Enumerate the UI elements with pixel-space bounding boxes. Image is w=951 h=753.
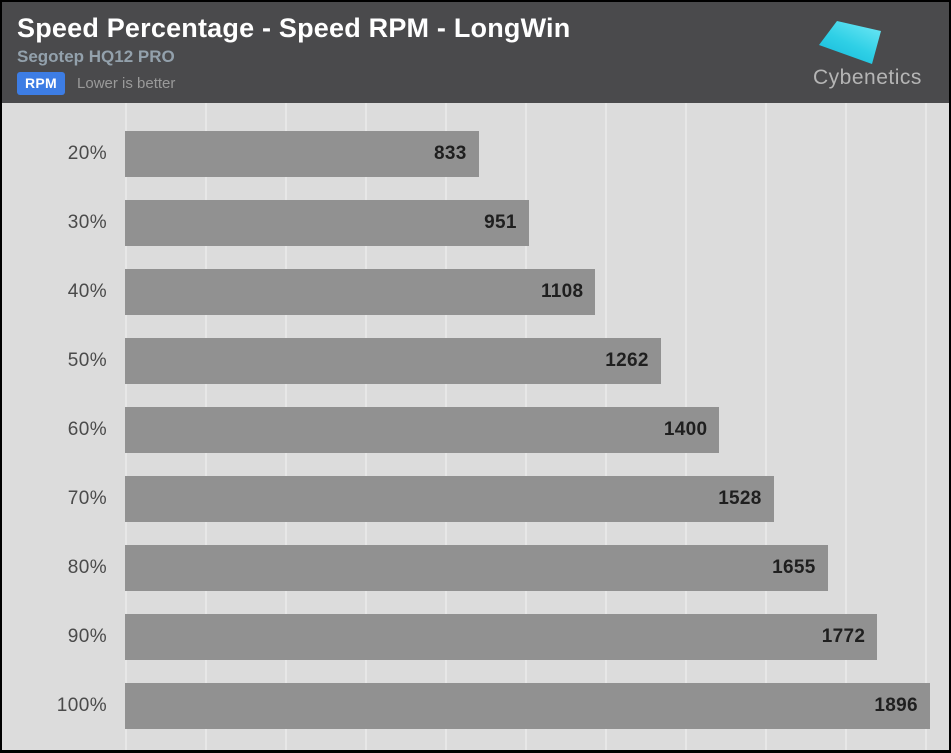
value-label: 1896 bbox=[874, 695, 918, 716]
value-label: 1108 bbox=[540, 281, 584, 302]
bar-chart: 20% 833 30% 951 40% 1108 50% 1262 60% 1400 70% 1528… bbox=[2, 103, 949, 750]
cybenetics-logo-text: Cybenetics bbox=[813, 66, 922, 89]
value-label: 1262 bbox=[605, 350, 649, 371]
chart-row: 40% 1108 bbox=[2, 269, 949, 338]
category-label: 100% bbox=[56, 695, 107, 716]
bar-track: 1655 bbox=[125, 545, 949, 591]
bar-track: 833 bbox=[125, 131, 949, 177]
category-label: 30% bbox=[67, 212, 107, 233]
bar: 1896 bbox=[125, 683, 930, 729]
bar-track: 1772 bbox=[125, 614, 949, 660]
bar: 951 bbox=[125, 200, 529, 246]
bar-track: 1262 bbox=[125, 338, 949, 384]
bar-track: 1108 bbox=[125, 269, 949, 315]
gridline bbox=[845, 103, 847, 750]
chart-header: Speed Percentage - Speed RPM - LongWin S… bbox=[2, 2, 949, 103]
chart-row: 50% 1262 bbox=[2, 338, 949, 407]
metric-row: RPM Lower is better bbox=[17, 72, 949, 96]
bar: 1655 bbox=[125, 545, 828, 591]
bar: 1772 bbox=[125, 614, 878, 660]
chart-row: 90% 1772 bbox=[2, 614, 949, 683]
value-label: 1400 bbox=[663, 419, 708, 440]
category-label: 80% bbox=[67, 557, 107, 578]
bar-track: 1400 bbox=[125, 407, 949, 453]
category-label: 90% bbox=[67, 626, 107, 647]
cybenetics-logo: Cybenetics bbox=[813, 10, 925, 90]
value-label: 951 bbox=[484, 212, 517, 233]
category-label: 40% bbox=[67, 281, 107, 302]
lower-is-better-note: Lower is better bbox=[77, 75, 176, 93]
chart-title: Speed Percentage - Speed RPM - LongWin bbox=[17, 13, 571, 43]
gridline bbox=[765, 103, 767, 750]
chart-subtitle: Segotep HQ12 PRO bbox=[17, 47, 175, 67]
value-label: 833 bbox=[434, 143, 467, 164]
chart-rows: 20% 833 30% 951 40% 1108 50% 1262 60% 1400 70% 1528… bbox=[2, 103, 949, 750]
category-label: 50% bbox=[67, 350, 107, 371]
category-label: 20% bbox=[67, 143, 107, 164]
bar: 1528 bbox=[125, 476, 774, 522]
category-label: 60% bbox=[67, 419, 107, 440]
bar: 1108 bbox=[125, 269, 596, 315]
chart-row: 20% 833 bbox=[2, 131, 949, 200]
bar-track: 1896 bbox=[125, 683, 949, 729]
bar-track: 951 bbox=[125, 200, 949, 246]
category-label: 70% bbox=[67, 488, 107, 509]
cybenetics-logo-icon bbox=[819, 21, 881, 64]
bar: 1400 bbox=[125, 407, 720, 453]
value-label: 1655 bbox=[772, 557, 816, 578]
chart-row: 70% 1528 bbox=[2, 476, 949, 545]
bar-track: 1528 bbox=[125, 476, 949, 522]
chart-row: 100% 1896 bbox=[2, 683, 949, 750]
chart-row: 30% 951 bbox=[2, 200, 949, 269]
metric-badge: RPM bbox=[17, 72, 66, 96]
gridline bbox=[925, 103, 927, 750]
bar: 1262 bbox=[125, 338, 661, 384]
chart-row: 80% 1655 bbox=[2, 545, 949, 614]
value-label: 1772 bbox=[821, 626, 866, 647]
bar: 833 bbox=[125, 131, 479, 177]
chart-row: 60% 1400 bbox=[2, 407, 949, 476]
value-label: 1528 bbox=[718, 488, 762, 509]
